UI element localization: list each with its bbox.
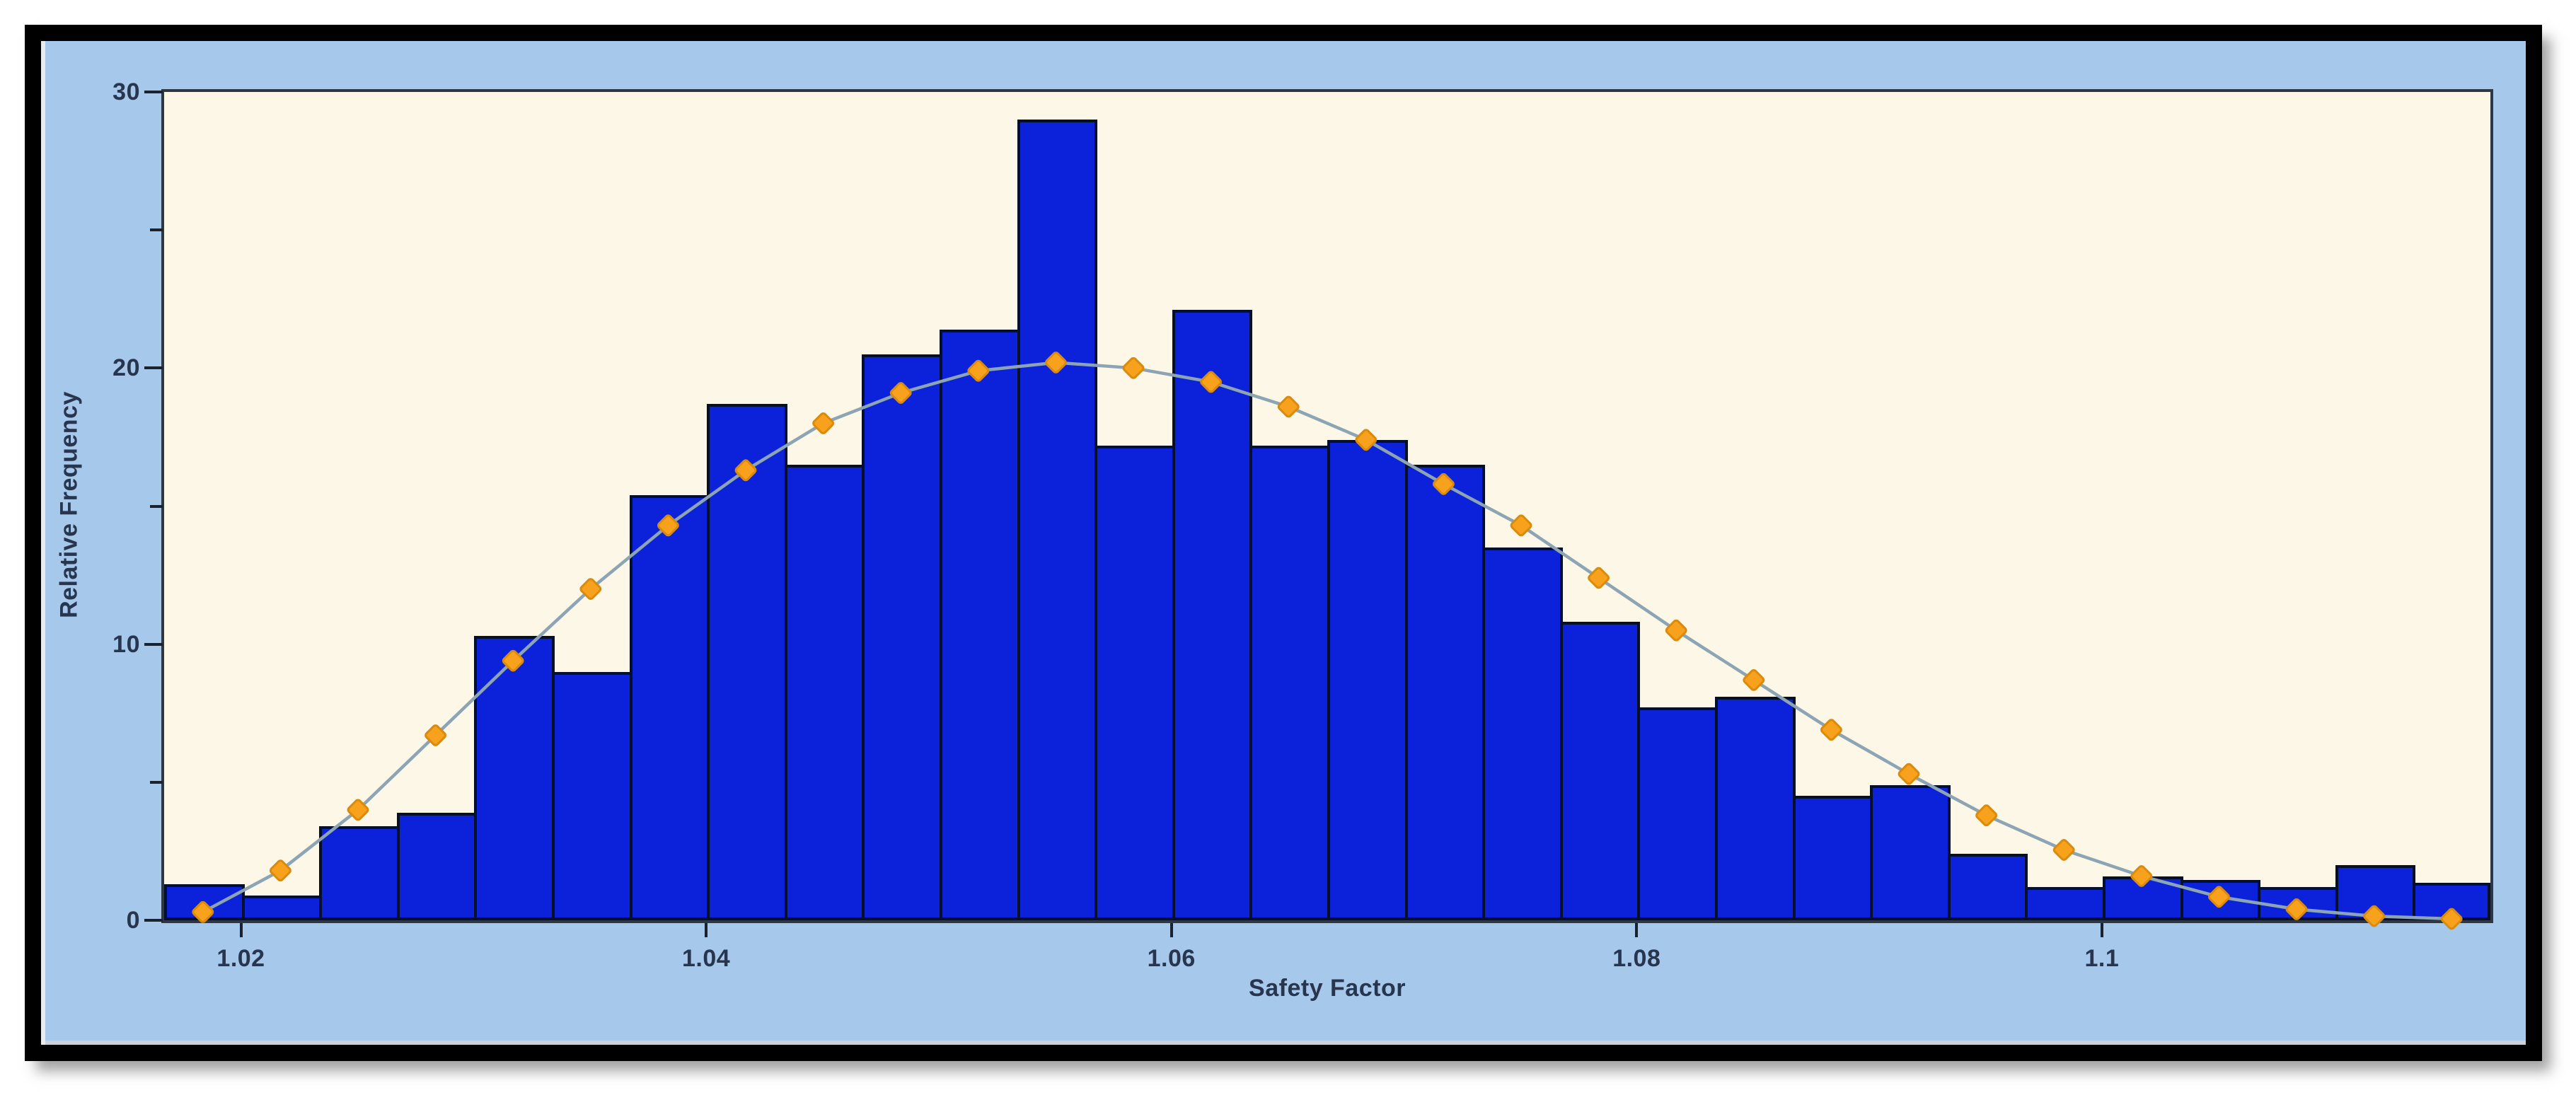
y-axis-tick-label: 10	[112, 630, 140, 658]
x-axis-tick-label: 1.06	[1147, 945, 1196, 972]
y-axis-minor-tick	[150, 780, 163, 784]
fit-curve-point	[347, 799, 369, 821]
fit-curve-point	[424, 724, 446, 746]
plot-area	[161, 89, 2493, 930]
fit-curve-point	[2208, 886, 2230, 908]
histogram-bar	[1715, 696, 1796, 920]
fit-curve-point	[657, 514, 679, 537]
histogram-bar	[1249, 445, 1330, 920]
fit-curve-point	[1743, 669, 1765, 691]
y-axis-tick-label: 30	[112, 79, 140, 105]
fit-curve-point	[1820, 719, 1842, 741]
fit-curve-point	[579, 578, 602, 600]
y-axis-major-tick	[144, 366, 163, 370]
histogram-bar	[1017, 120, 1098, 920]
fit-curve-line	[202, 361, 2452, 921]
fit-curve-point	[192, 900, 214, 923]
y-axis-title: Relative Frequency	[55, 391, 83, 618]
fit-curve-point	[2130, 865, 2153, 887]
fit-curve-point	[1588, 567, 1610, 589]
y-axis-major-tick	[144, 642, 163, 646]
x-axis-tick-label: 1.02	[216, 945, 265, 972]
y-axis-minor-tick	[150, 504, 163, 508]
fit-curve-point	[2440, 908, 2463, 930]
fit-curve-point	[2052, 839, 2075, 861]
fit-curve-point	[270, 859, 291, 882]
x-axis-tick-label: 1.04	[682, 945, 731, 972]
fit-curve-point	[1045, 352, 1067, 373]
x-axis-tick-label: 1.1	[2084, 945, 2120, 972]
x-axis-title: Safety Factor	[1249, 975, 1406, 1002]
histogram-bar	[1482, 548, 1563, 920]
fit-curve-point	[2285, 898, 2308, 920]
y-axis-minor-tick	[150, 228, 163, 232]
fit-curve-layer	[192, 352, 2463, 930]
x-axis-tick	[705, 923, 708, 937]
x-axis-tick	[1169, 923, 1173, 937]
y-axis-tick-label: 20	[112, 354, 140, 382]
fit-curve-point	[889, 382, 912, 404]
y-axis-major-tick	[144, 919, 163, 922]
fit-curve-point	[502, 649, 524, 672]
fit-curve-point	[1898, 763, 1920, 785]
x-axis-tick	[239, 923, 243, 937]
fit-curve-point	[1355, 429, 1377, 451]
histogram-bar	[1947, 854, 2028, 920]
x-axis-tick	[2100, 923, 2103, 937]
histogram-bar	[1870, 784, 1951, 920]
histogram-bar	[784, 464, 865, 920]
fit-curve-point	[812, 412, 834, 434]
y-axis-major-tick	[144, 91, 163, 93]
fit-curve-point	[1665, 619, 1687, 642]
fit-curve-point	[967, 359, 990, 382]
fit-curve-point	[2363, 905, 2385, 927]
x-axis-tick	[1635, 923, 1639, 937]
fit-curve-point	[1122, 357, 1145, 379]
histogram-bar	[1559, 622, 1641, 920]
fit-curve-point	[1510, 514, 1532, 537]
y-axis-tick-label: 0	[126, 907, 140, 934]
fit-curve-point	[1200, 371, 1222, 393]
fit-curve-point	[734, 459, 757, 482]
fit-curve-point	[1433, 473, 1455, 495]
histogram-bar	[1172, 310, 1253, 920]
fit-curve-point	[1975, 804, 1997, 827]
histogram-bar	[1404, 464, 1486, 920]
x-axis-tick-label: 1.08	[1612, 945, 1661, 972]
fit-curve-point	[1277, 395, 1300, 418]
